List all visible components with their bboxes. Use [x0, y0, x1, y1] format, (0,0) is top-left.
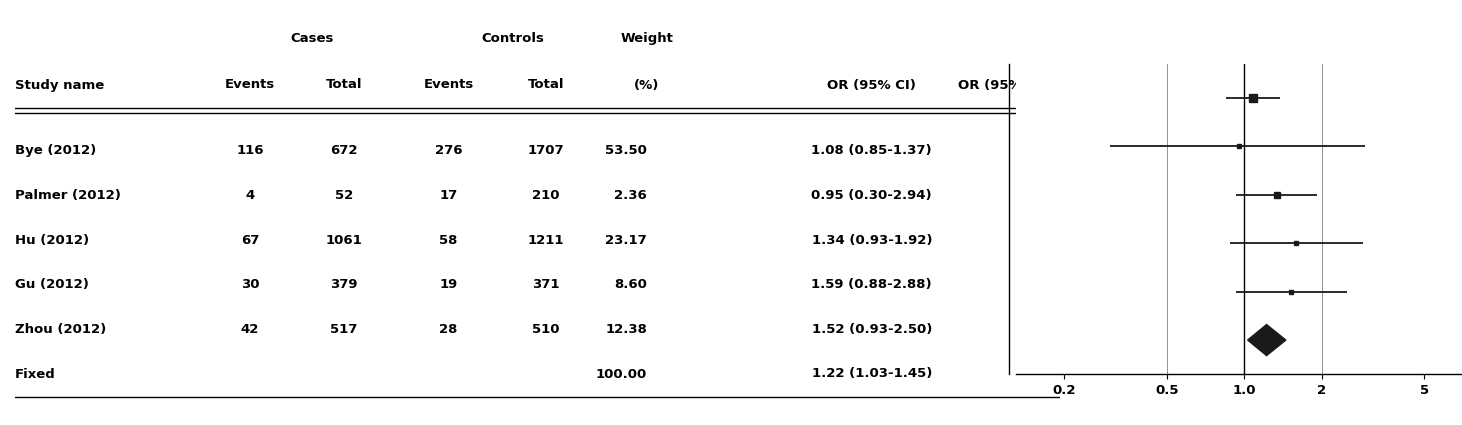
- Text: 1.59 (0.88-2.88): 1.59 (0.88-2.88): [811, 278, 933, 291]
- Text: 116: 116: [235, 144, 263, 157]
- Text: OR (95% CI): OR (95% CI): [958, 79, 1047, 91]
- Text: 1.52 (0.93-2.50): 1.52 (0.93-2.50): [811, 323, 931, 336]
- Text: 517: 517: [330, 323, 358, 336]
- Text: 30: 30: [241, 278, 259, 291]
- Text: Palmer (2012): Palmer (2012): [15, 189, 120, 202]
- Text: 1061: 1061: [326, 234, 363, 246]
- Text: 1.22 (1.03-1.45): 1.22 (1.03-1.45): [811, 368, 931, 380]
- Text: Total: Total: [326, 79, 363, 91]
- Text: 17: 17: [439, 189, 458, 202]
- Text: 379: 379: [330, 278, 358, 291]
- Text: 1707: 1707: [528, 144, 564, 157]
- Text: Events: Events: [225, 79, 275, 91]
- Text: Hu (2012): Hu (2012): [15, 234, 89, 246]
- Text: 67: 67: [241, 234, 259, 246]
- Text: Study name: Study name: [15, 79, 104, 91]
- Polygon shape: [1247, 325, 1287, 356]
- Text: Cases: Cases: [291, 32, 335, 45]
- Text: Total: Total: [528, 79, 564, 91]
- Text: 1.34 (0.93-1.92): 1.34 (0.93-1.92): [811, 234, 933, 246]
- Text: 276: 276: [434, 144, 462, 157]
- Text: 23.17: 23.17: [605, 234, 648, 246]
- Text: Fixed: Fixed: [15, 368, 56, 380]
- Text: 19: 19: [439, 278, 458, 291]
- Text: Bye (2012): Bye (2012): [15, 144, 96, 157]
- Text: 0.95 (0.30-2.94): 0.95 (0.30-2.94): [811, 189, 933, 202]
- Text: 371: 371: [532, 278, 560, 291]
- Text: 53.50: 53.50: [605, 144, 648, 157]
- Text: 4: 4: [246, 189, 254, 202]
- Text: Controls: Controls: [481, 32, 544, 45]
- Text: (%): (%): [635, 79, 659, 91]
- Text: 52: 52: [335, 189, 352, 202]
- Text: Events: Events: [424, 79, 474, 91]
- Text: 1.08 (0.85-1.37): 1.08 (0.85-1.37): [811, 144, 933, 157]
- Text: 100.00: 100.00: [596, 368, 648, 380]
- Text: Weight: Weight: [620, 32, 674, 45]
- Text: 12.38: 12.38: [605, 323, 648, 336]
- Text: OR (95% CI): OR (95% CI): [827, 79, 917, 91]
- Text: 28: 28: [439, 323, 458, 336]
- Text: Gu (2012): Gu (2012): [15, 278, 89, 291]
- Text: Zhou (2012): Zhou (2012): [15, 323, 105, 336]
- Text: 510: 510: [532, 323, 560, 336]
- Text: 8.60: 8.60: [614, 278, 648, 291]
- Text: 210: 210: [532, 189, 560, 202]
- Text: 58: 58: [439, 234, 458, 246]
- Text: 672: 672: [330, 144, 358, 157]
- Text: 1211: 1211: [528, 234, 564, 246]
- Text: 2.36: 2.36: [614, 189, 648, 202]
- Text: 42: 42: [241, 323, 259, 336]
